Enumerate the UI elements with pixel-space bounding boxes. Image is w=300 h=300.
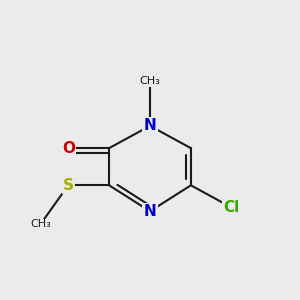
Text: Cl: Cl <box>224 200 240 215</box>
Text: N: N <box>144 118 156 134</box>
Text: S: S <box>63 178 74 193</box>
Text: N: N <box>144 204 156 219</box>
Text: CH₃: CH₃ <box>30 219 51 229</box>
Text: CH₃: CH₃ <box>140 76 160 86</box>
Text: O: O <box>62 141 75 156</box>
